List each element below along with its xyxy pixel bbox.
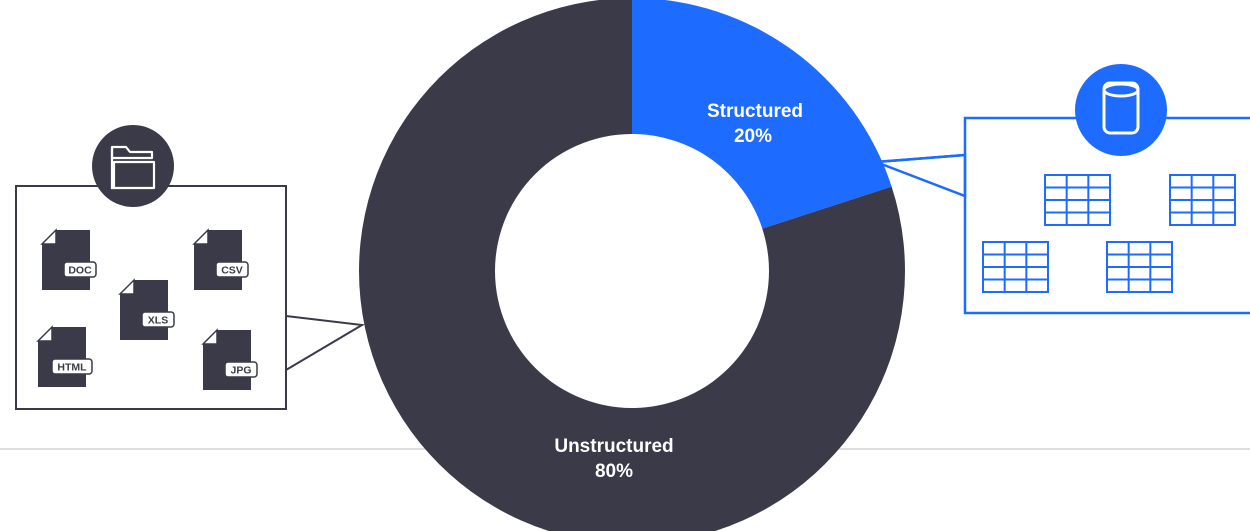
unstructured-connector bbox=[285, 315, 366, 371]
database-icon bbox=[1075, 64, 1167, 156]
file-label: DOC bbox=[68, 265, 92, 277]
slice-label-structured: Structured bbox=[707, 101, 803, 122]
file-icons: DOC CSV XLS HTML JPG bbox=[36, 228, 258, 390]
table-icon bbox=[1169, 174, 1236, 226]
file-icon-html: HTML bbox=[36, 325, 93, 387]
slice-value-unstructured: 80% bbox=[595, 461, 633, 482]
file-label: CSV bbox=[221, 265, 243, 277]
file-label: XLS bbox=[148, 315, 168, 327]
file-icon-csv: CSV bbox=[192, 228, 249, 290]
table-icon bbox=[1044, 174, 1111, 226]
file-label: JPG bbox=[230, 365, 251, 377]
file-icon-jpg: JPG bbox=[201, 328, 258, 390]
structured-callout bbox=[875, 64, 1250, 315]
file-label: HTML bbox=[57, 362, 87, 374]
slice-value-structured: 20% bbox=[734, 126, 772, 147]
table-icon bbox=[982, 241, 1049, 293]
unstructured-callout: DOC CSV XLS HTML JPG bbox=[15, 125, 366, 410]
folder-icon bbox=[92, 125, 174, 207]
donut-slice-structured bbox=[632, 0, 892, 229]
structured-connector bbox=[875, 153, 1250, 315]
file-icon-xls: XLS bbox=[118, 278, 175, 340]
file-icon-doc: DOC bbox=[40, 228, 97, 290]
slice-label-unstructured: Unstructured bbox=[554, 436, 673, 457]
donut-chart bbox=[359, 0, 905, 531]
table-icons bbox=[982, 174, 1236, 293]
table-icon bbox=[1106, 241, 1173, 293]
donut-slice-unstructured bbox=[359, 0, 905, 531]
